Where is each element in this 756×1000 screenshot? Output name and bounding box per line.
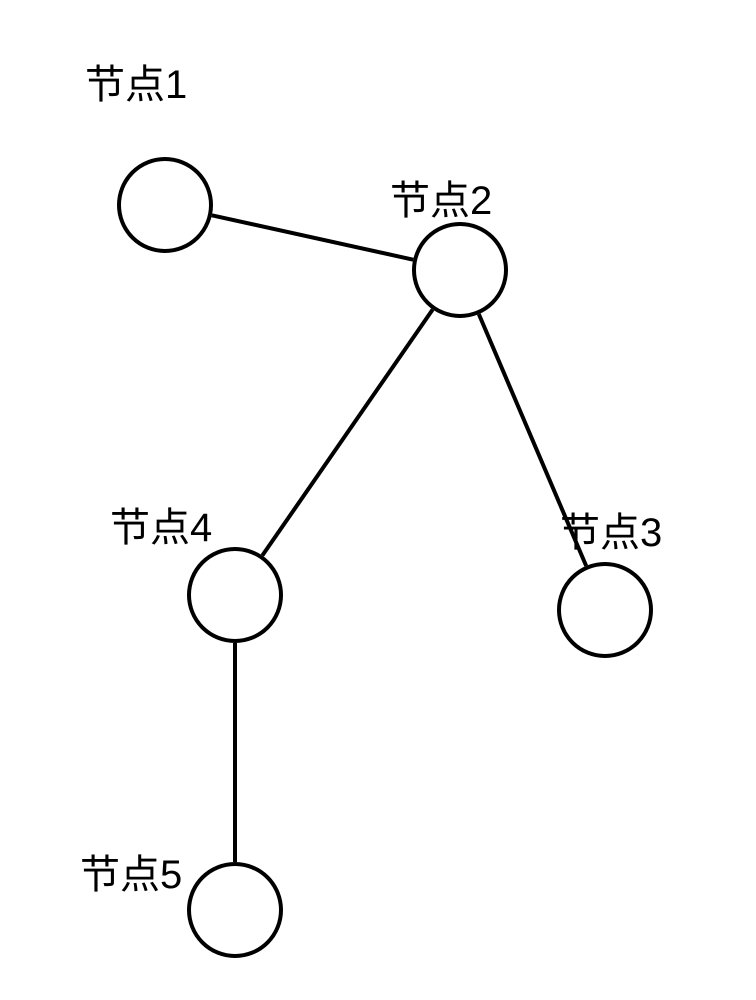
node-label-node3: 节点3 [560,500,662,558]
edge-node2-node4 [262,309,432,555]
node-circle-node2 [412,222,508,318]
node-circle-node5 [187,862,283,958]
node-label-node5: 节点5 [80,842,182,900]
edge-node1-node2 [212,215,413,259]
node-circle-node4 [187,547,283,643]
node-label-node2: 节点2 [390,168,492,226]
node-circle-node3 [557,562,653,658]
node-label-node4: 节点4 [110,495,212,553]
node-label-node1: 节点1 [85,52,187,110]
network-diagram: 节点1 节点2 节点3 节点4 节点5 [0,0,756,1000]
node-circle-node1 [117,157,213,253]
